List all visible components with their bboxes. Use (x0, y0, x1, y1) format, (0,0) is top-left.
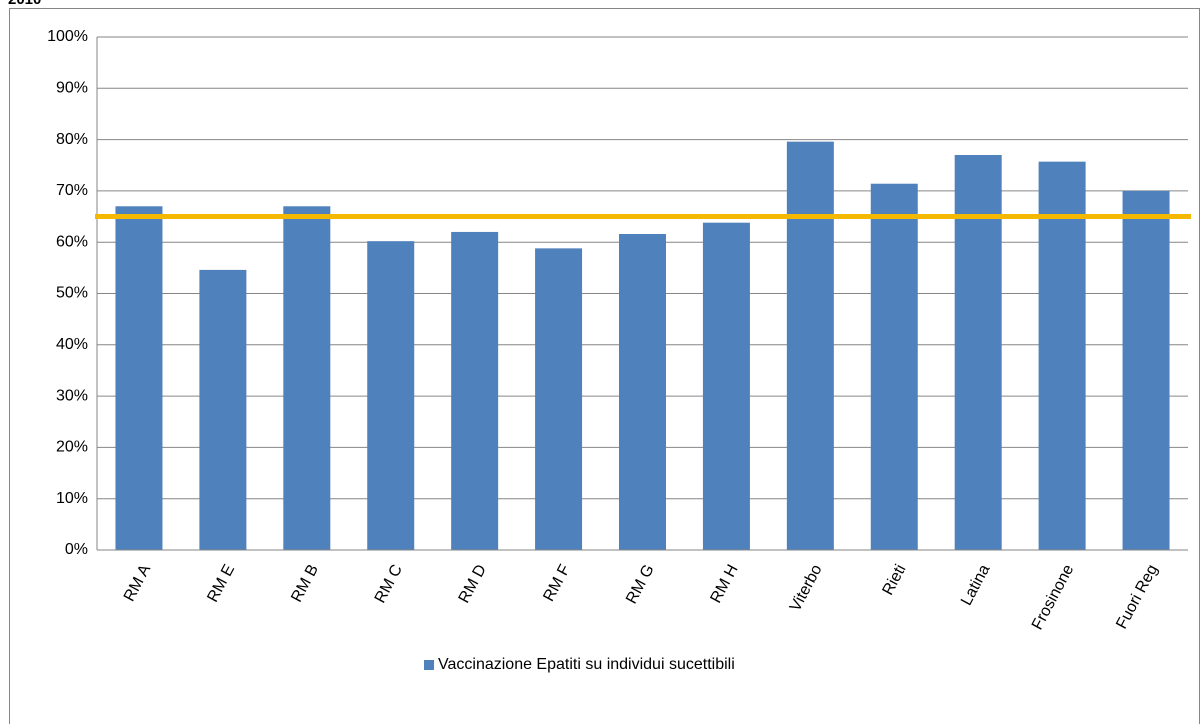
chart-border (9, 8, 1200, 724)
bar (786, 141, 834, 551)
y-tick-label: 30% (56, 387, 88, 404)
x-tick-label: Viterbo (787, 562, 826, 615)
bar (702, 222, 750, 550)
y-tick-label: 100% (47, 28, 88, 45)
x-tick-label: RM H (707, 562, 741, 606)
x-tick-label: RM A (121, 562, 155, 605)
bar (535, 248, 583, 550)
chart-title: 2010 (8, 0, 41, 8)
y-tick-label: 50% (56, 285, 88, 302)
y-tick-label: 90% (56, 80, 88, 97)
x-tick-label: RM B (288, 562, 322, 605)
x-tick-label: RM D (456, 562, 490, 606)
y-tick-label: 20% (56, 439, 88, 456)
y-tick-label: 10% (56, 490, 88, 507)
legend-swatch (424, 660, 434, 670)
bar (954, 154, 1002, 551)
bar (451, 231, 499, 550)
legend-label: Vaccinazione Epatiti su individui sucett… (438, 656, 735, 673)
bar (115, 206, 163, 551)
x-tick-label: RM E (204, 562, 238, 605)
bar (1122, 190, 1170, 550)
x-tick-label: RM C (372, 562, 406, 606)
y-tick-label: 40% (56, 336, 88, 353)
bar (367, 241, 415, 550)
y-tick-label: 70% (56, 182, 88, 199)
bar (870, 183, 918, 550)
x-tick-label: Fuori Reg (1113, 562, 1161, 632)
x-tick-label: Rieti (879, 562, 909, 598)
bar (1038, 161, 1086, 550)
x-tick-label: RM F (540, 562, 573, 605)
bar (619, 233, 666, 550)
y-tick-label: 80% (56, 131, 88, 148)
y-tick-label: 0% (65, 541, 88, 558)
x-tick-label: Frosinone (1029, 562, 1077, 633)
bar (283, 206, 331, 551)
bar (199, 269, 247, 550)
y-tick-label: 60% (56, 233, 88, 250)
x-tick-label: RM G (623, 562, 658, 607)
x-tick-label: Latina (958, 562, 994, 609)
